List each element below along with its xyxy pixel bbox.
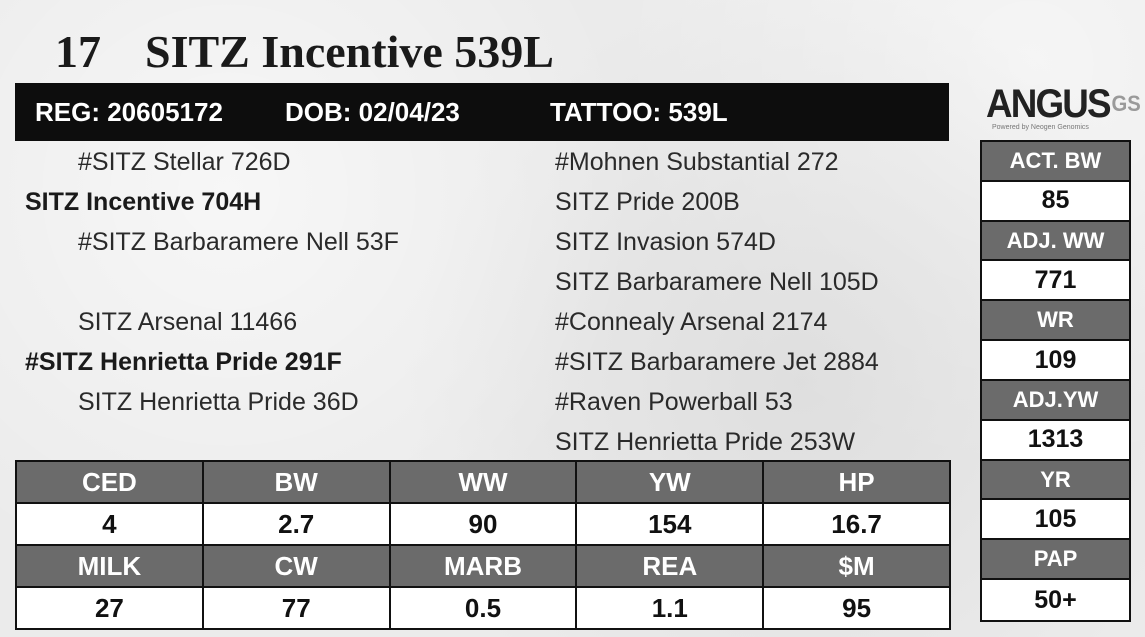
stat-label: ADJ. WW: [982, 221, 1129, 262]
epd-header: CW: [201, 544, 391, 588]
performance-stats-box: ACT. BW 85 ADJ. WW 771 WR 109 ADJ.YW 131…: [980, 140, 1131, 622]
stat-value: 109: [982, 341, 1129, 381]
id-bar: REG: 20605172 DOB: 02/04/23 TATTOO: 539L: [15, 83, 949, 141]
pedigree-ancestor: SITZ Invasion 574D: [555, 228, 776, 256]
pedigree-dam: #SITZ Henrietta Pride 291F: [25, 348, 342, 376]
epd-header: MARB: [388, 544, 578, 588]
stat-label: WR: [982, 301, 1129, 342]
logo-tagline: Powered by Neogen Genomics: [992, 124, 1089, 131]
pedigree-dam-sire: SITZ Arsenal 11466: [78, 308, 298, 336]
logo-suffix: GS: [1111, 91, 1141, 116]
epd-value: 4: [15, 502, 204, 546]
stat-value: 105: [982, 500, 1129, 541]
epd-value-row: 27 77 0.5 1.1 95: [15, 586, 951, 630]
epd-value-row: 4 2.7 90 154 16.7: [15, 502, 951, 546]
epd-header: HP: [762, 460, 951, 504]
stat-value: 50+: [982, 580, 1129, 620]
pedigree-ancestor: SITZ Henrietta Pride 253W: [555, 428, 856, 456]
pedigree-sire-dam: #SITZ Barbaramere Nell 53F: [78, 228, 399, 256]
pedigree-sire: SITZ Incentive 704H: [25, 188, 262, 216]
pedigree-ancestor: SITZ Pride 200B: [555, 188, 740, 216]
stat-value: 1313: [982, 420, 1129, 461]
epd-value: 27: [15, 586, 204, 630]
stat-label: ACT. BW: [982, 142, 1129, 182]
angus-gs-logo: ANGUSGS Powered by Neogen Genomics: [986, 82, 1141, 136]
epd-header: REA: [575, 544, 765, 588]
registration-number: REG: 20605172: [35, 97, 223, 127]
pedigree-sire-sire: #SITZ Stellar 726D: [78, 148, 291, 176]
pedigree-dam-dam: SITZ Henrietta Pride 36D: [78, 388, 359, 416]
lot-title: 17 SITZ Incentive 539L: [55, 22, 554, 80]
pedigree-ancestor: #Mohnen Substantial 272: [555, 148, 839, 176]
epd-header: WW: [388, 460, 578, 504]
lot-number: 17: [55, 25, 101, 77]
pedigree-ancestor: #Raven Powerball 53: [555, 388, 793, 416]
epd-value: 77: [201, 586, 391, 630]
pedigree-ancestor: #SITZ Barbaramere Jet 2884: [555, 348, 879, 376]
stat-value: 771: [982, 261, 1129, 302]
stat-label: PAP: [982, 540, 1129, 581]
animal-name: SITZ Incentive 539L: [145, 25, 554, 77]
stat-label: ADJ.YW: [982, 380, 1129, 421]
tattoo: TATTOO: 539L: [550, 97, 728, 127]
pedigree-ancestor: SITZ Barbaramere Nell 105D: [555, 268, 879, 296]
epd-header: YW: [575, 460, 765, 504]
stat-label: YR: [982, 460, 1129, 501]
epd-value: 16.7: [762, 502, 951, 546]
epd-value: 95: [762, 586, 951, 630]
epd-value: 0.5: [388, 586, 578, 630]
epd-header: $M: [762, 544, 951, 588]
epd-header: BW: [201, 460, 391, 504]
epd-table: CED BW WW YW HP 4 2.7 90 154 16.7 MILK C…: [15, 460, 951, 630]
epd-header-row: MILK CW MARB REA $M: [15, 544, 951, 588]
epd-header: CED: [15, 460, 204, 504]
epd-header-row: CED BW WW YW HP: [15, 460, 951, 504]
epd-header: MILK: [15, 544, 204, 588]
epd-value: 90: [388, 502, 578, 546]
stat-value: 85: [982, 181, 1129, 222]
epd-value: 154: [575, 502, 765, 546]
pedigree-ancestor: #Connealy Arsenal 2174: [555, 308, 828, 336]
epd-value: 1.1: [575, 586, 765, 630]
epd-value: 2.7: [201, 502, 391, 546]
date-of-birth: DOB: 02/04/23: [285, 97, 460, 127]
logo-wordmark: ANGUS: [986, 82, 1112, 126]
